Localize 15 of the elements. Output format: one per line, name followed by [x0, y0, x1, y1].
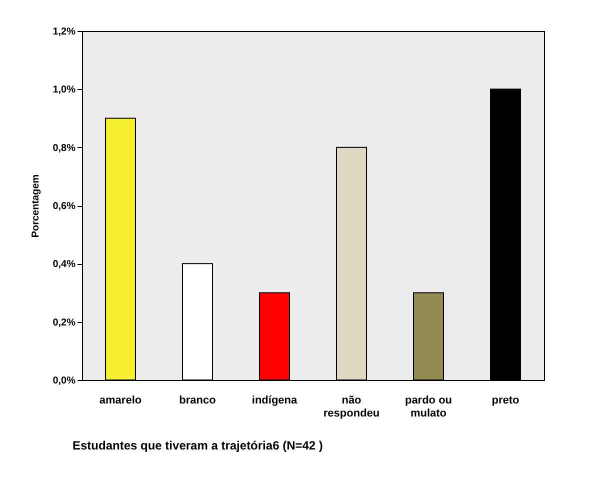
y-tick-label: 0,2%: [52, 317, 76, 328]
y-axis-title: Porcentagem: [30, 174, 42, 238]
y-tick-label: 1,2%: [52, 26, 76, 38]
x-tick-label: preto: [492, 394, 520, 406]
x-tick-label: indígena: [252, 394, 298, 406]
y-tick-label: 0,0%: [52, 376, 76, 386]
y-tick-label: 1,0%: [52, 84, 76, 96]
y-tick-label: 0,8%: [52, 142, 76, 154]
x-axis-title: Estudantes que tiveram a trajetória6 (N=42 ): [72, 438, 323, 452]
x-tick-label: amarelo: [99, 394, 142, 406]
y-tick-label: 0,6%: [52, 201, 76, 212]
x-tick-label: pardo ou mulato: [404, 394, 452, 420]
x-tick-label: branco: [179, 394, 216, 406]
y-tick-label: 0,4%: [52, 259, 76, 270]
x-tick-label: não respondeu: [323, 394, 380, 420]
